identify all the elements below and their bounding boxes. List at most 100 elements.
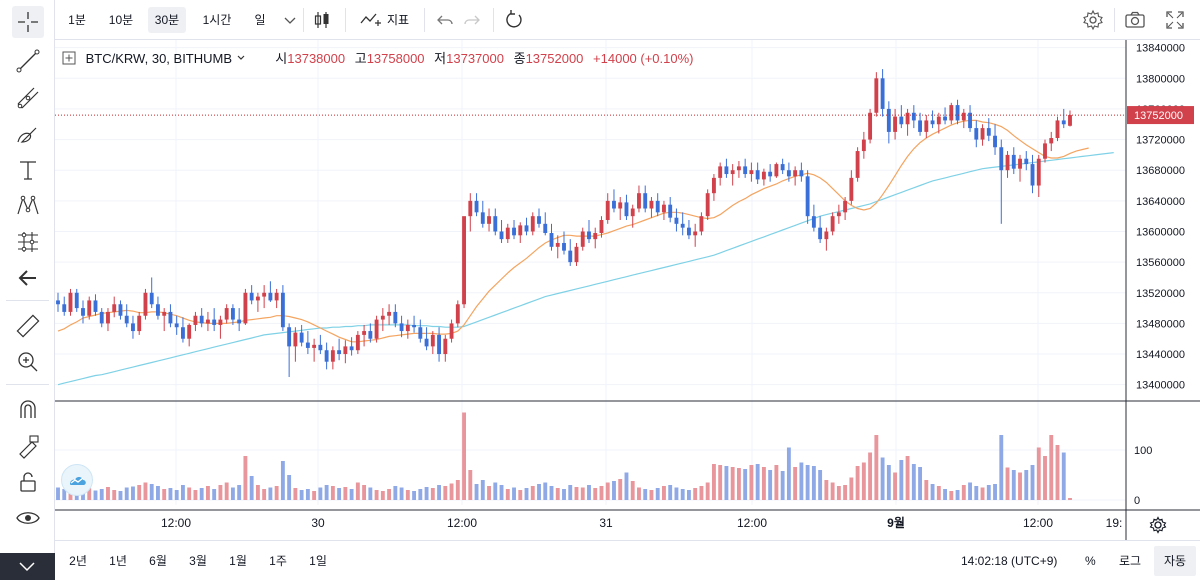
indicators-button[interactable]: 지표	[386, 13, 410, 27]
range-1w-button[interactable]: 1주	[269, 554, 287, 568]
candle-body	[649, 200, 654, 209]
candle-body	[830, 216, 835, 232]
range-2y-button[interactable]: 2년	[69, 554, 87, 568]
volume-bar	[299, 490, 304, 500]
candle-body	[168, 311, 173, 324]
text-tool-icon[interactable]	[14, 156, 42, 184]
volume-bar	[368, 487, 373, 500]
volume-bar	[99, 489, 104, 500]
brush-icon[interactable]	[14, 120, 42, 148]
clock-timezone-button[interactable]: 14:02:18 (UTC+9)	[961, 554, 1058, 568]
magnet-icon[interactable]	[14, 396, 42, 424]
candle-body	[961, 112, 966, 121]
candle-body	[986, 128, 991, 136]
candle-body	[774, 164, 779, 177]
candle-body	[368, 331, 373, 339]
volume-bar	[1061, 452, 1066, 500]
open-value: 13738000	[287, 51, 346, 66]
volume-bar	[62, 489, 67, 500]
candle-body	[237, 319, 242, 324]
pattern-icon[interactable]	[14, 192, 42, 220]
undo-icon[interactable]	[433, 8, 457, 32]
volume-bar	[212, 489, 217, 500]
collapse-toolbar-button[interactable]	[0, 553, 55, 580]
candle-body	[605, 200, 610, 220]
toolbar-divider	[303, 8, 304, 32]
candle-body	[318, 344, 323, 351]
volume-bar	[349, 489, 354, 500]
candle-body	[943, 116, 947, 121]
candle-body	[437, 334, 441, 355]
unlock-icon[interactable]	[14, 468, 42, 496]
volume-bar	[605, 482, 610, 500]
candle-body	[655, 200, 660, 213]
redo-icon[interactable]	[460, 8, 484, 32]
candle-body	[280, 292, 285, 328]
candle-body	[1043, 143, 1047, 159]
volume-bar	[768, 470, 773, 500]
back-arrow-icon[interactable]	[14, 264, 42, 292]
volume-bar	[362, 485, 367, 500]
volume-bar	[805, 465, 810, 500]
candle-body	[362, 331, 367, 335]
log-scale-toggle[interactable]: 로그	[1119, 554, 1142, 568]
legend-expand-icon[interactable]	[62, 51, 76, 65]
range-3m-button[interactable]: 3월	[189, 554, 207, 568]
candle-body	[1061, 120, 1066, 125]
range-1d-button[interactable]: 1일	[309, 554, 327, 568]
symbol-dropdown-icon[interactable]	[236, 49, 246, 69]
candle-body	[137, 315, 142, 332]
candle-body	[868, 112, 873, 140]
candle-body	[143, 292, 148, 316]
interval-dropdown-chevron-icon[interactable]	[278, 8, 302, 32]
candle-body	[337, 350, 342, 355]
volume-bar	[343, 487, 348, 500]
symbol-label[interactable]: BTC/KRW, 30, BITHUMB	[85, 51, 233, 66]
volume-bar	[555, 488, 560, 500]
fullscreen-icon[interactable]	[1163, 8, 1187, 32]
volume-bar	[324, 485, 329, 500]
candle-body	[811, 216, 816, 228]
interval-1h-button[interactable]: 1시간	[202, 13, 232, 27]
camera-snapshot-icon[interactable]	[1123, 8, 1147, 32]
candlestick-style-icon[interactable]	[310, 8, 334, 32]
volume-bar	[612, 481, 616, 500]
top-toolbar: 1분 10분 30분 1시간 일 지표	[0, 0, 1200, 40]
volume-bar	[418, 489, 423, 500]
eye-visibility-icon[interactable]	[14, 504, 42, 532]
refresh-icon[interactable]	[502, 8, 526, 32]
candle-body	[936, 116, 941, 125]
zoom-in-icon[interactable]	[14, 348, 42, 376]
volume-bar	[262, 489, 267, 500]
pitchfork-icon[interactable]	[14, 84, 42, 112]
crosshair-icon[interactable]	[12, 6, 44, 38]
volume-bar	[487, 486, 491, 500]
settings-gear-icon[interactable]	[1081, 8, 1105, 32]
range-6m-button[interactable]: 6월	[149, 554, 167, 568]
axis-settings-gear-icon[interactable]	[1149, 516, 1167, 534]
interval-1m-button[interactable]: 1분	[68, 13, 86, 27]
prediction-icon[interactable]	[14, 228, 42, 256]
range-1y-button[interactable]: 1년	[109, 554, 127, 568]
interval-day-button[interactable]: 일	[254, 13, 266, 27]
ruler-icon[interactable]	[14, 312, 42, 340]
volume-bar	[574, 487, 579, 500]
volume-bar	[56, 487, 60, 500]
volume-bar	[449, 483, 454, 500]
volume-bar	[1024, 470, 1029, 500]
indicators-icon[interactable]	[358, 8, 382, 32]
candle-body	[243, 292, 248, 324]
percent-scale-toggle[interactable]: %	[1085, 554, 1096, 568]
candle-body	[968, 112, 972, 129]
interval-10m-button[interactable]: 10분	[108, 13, 134, 27]
volume-bar	[880, 457, 885, 500]
trend-line-icon[interactable]	[14, 47, 42, 75]
auto-scale-toggle[interactable]: 자동	[1154, 546, 1196, 576]
lock-drawing-icon[interactable]	[14, 432, 42, 460]
candle-body	[387, 311, 392, 316]
interval-30m-button[interactable]: 30분	[148, 7, 186, 33]
price-tick-label: 13480000	[1136, 318, 1185, 330]
range-1m-button[interactable]: 1월	[229, 554, 247, 568]
candle-body	[761, 171, 766, 180]
